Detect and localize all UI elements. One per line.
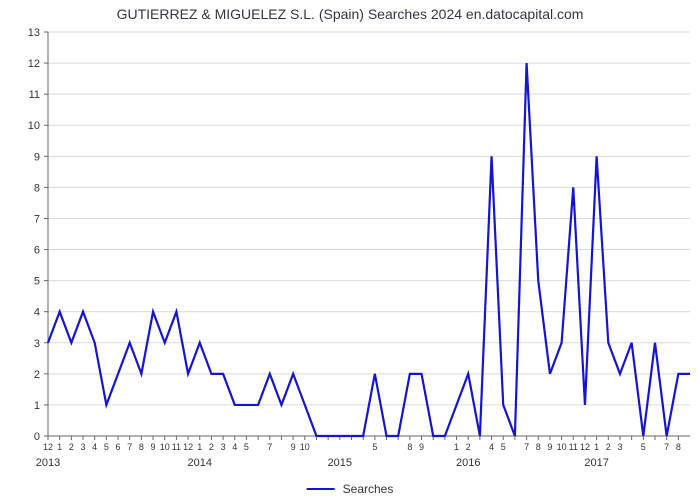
svg-text:4: 4	[34, 307, 40, 319]
svg-text:2017: 2017	[584, 457, 608, 469]
svg-text:2: 2	[69, 442, 74, 452]
svg-text:8: 8	[407, 442, 412, 452]
svg-text:8: 8	[139, 442, 144, 452]
svg-text:9: 9	[419, 442, 424, 452]
svg-text:5: 5	[641, 442, 646, 452]
svg-text:6: 6	[34, 245, 40, 257]
svg-text:5: 5	[501, 442, 506, 452]
svg-text:5: 5	[244, 442, 249, 452]
legend: Searches	[307, 482, 394, 496]
svg-text:7: 7	[267, 442, 272, 452]
svg-text:5: 5	[372, 442, 377, 452]
svg-text:2: 2	[466, 442, 471, 452]
svg-text:11: 11	[569, 442, 578, 452]
svg-text:11: 11	[29, 89, 40, 101]
svg-text:7: 7	[664, 442, 669, 452]
svg-text:3: 3	[221, 442, 226, 452]
svg-text:1: 1	[57, 442, 62, 452]
svg-text:2014: 2014	[188, 457, 212, 469]
svg-text:4: 4	[232, 442, 237, 452]
line-chart: 0123456789101112131212345678910111212345…	[0, 0, 700, 500]
chart-container: GUTIERREZ & MIGUELEZ S.L. (Spain) Search…	[0, 0, 700, 500]
svg-text:0: 0	[34, 431, 40, 443]
svg-text:10: 10	[300, 442, 310, 452]
svg-text:4: 4	[92, 442, 97, 452]
svg-text:10: 10	[28, 120, 40, 132]
svg-text:2: 2	[209, 442, 214, 452]
svg-text:2: 2	[606, 442, 611, 452]
svg-text:8: 8	[536, 442, 541, 452]
svg-text:2: 2	[34, 369, 40, 381]
svg-text:9: 9	[151, 442, 156, 452]
svg-text:7: 7	[34, 213, 40, 225]
legend-swatch	[307, 488, 335, 490]
svg-text:1: 1	[594, 442, 599, 452]
svg-text:7: 7	[524, 442, 529, 452]
svg-text:8: 8	[676, 442, 681, 452]
svg-text:13: 13	[28, 27, 40, 39]
svg-text:11: 11	[172, 442, 181, 452]
svg-text:1: 1	[454, 442, 459, 452]
svg-text:10: 10	[160, 442, 170, 452]
svg-text:3: 3	[34, 338, 40, 350]
chart-title: GUTIERREZ & MIGUELEZ S.L. (Spain) Search…	[0, 6, 700, 22]
svg-text:2015: 2015	[328, 457, 352, 469]
svg-text:2013: 2013	[36, 457, 60, 469]
svg-text:10: 10	[557, 442, 567, 452]
svg-text:6: 6	[116, 442, 121, 452]
svg-text:3: 3	[81, 442, 86, 452]
svg-text:9: 9	[547, 442, 552, 452]
svg-text:2016: 2016	[456, 457, 480, 469]
svg-text:12: 12	[183, 442, 193, 452]
svg-text:12: 12	[43, 442, 53, 452]
svg-text:1: 1	[197, 442, 202, 452]
svg-text:7: 7	[127, 442, 132, 452]
svg-text:9: 9	[291, 442, 296, 452]
svg-text:3: 3	[617, 442, 622, 452]
svg-text:12: 12	[580, 442, 590, 452]
svg-text:1: 1	[34, 400, 40, 412]
svg-text:5: 5	[34, 276, 40, 288]
svg-text:8: 8	[34, 182, 40, 194]
legend-label: Searches	[343, 482, 394, 496]
svg-text:12: 12	[28, 58, 40, 70]
svg-text:5: 5	[104, 442, 109, 452]
svg-text:9: 9	[34, 151, 40, 163]
svg-text:4: 4	[489, 442, 494, 452]
